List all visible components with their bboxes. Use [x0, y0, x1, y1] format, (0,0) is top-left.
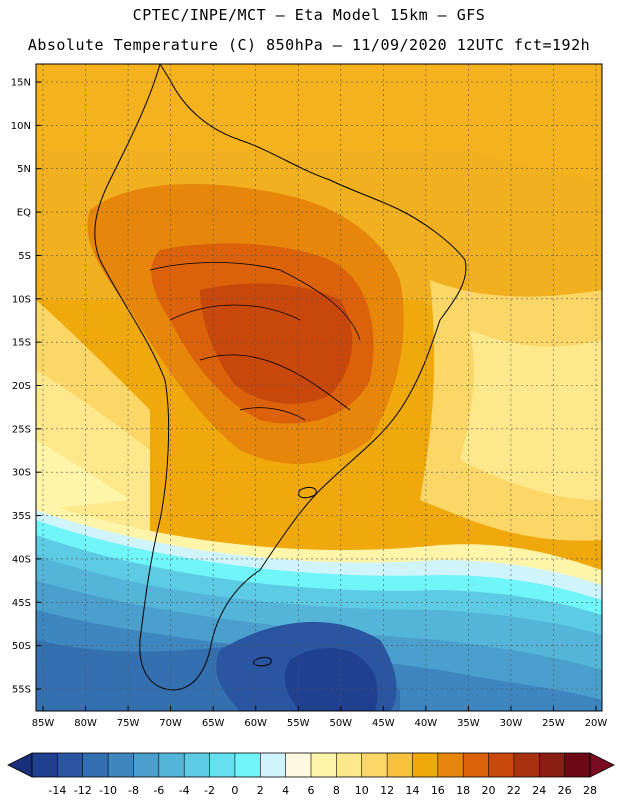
coastlines	[94, 64, 467, 691]
colorbar-swatch	[234, 753, 261, 777]
colorbar-swatch	[57, 753, 84, 777]
longitude-label: 85W	[32, 718, 55, 729]
longitude-label: 65W	[202, 718, 225, 729]
longitude-label: 50W	[329, 718, 352, 729]
colorbar-swatch	[260, 753, 286, 777]
latitude-label: 45S	[12, 598, 31, 609]
latitude-label: 15N	[11, 78, 31, 89]
colorbar-swatch	[412, 753, 439, 777]
colorbar-swatch	[361, 753, 388, 777]
longitude-label: 20W	[585, 718, 608, 729]
latitude-label: 50S	[12, 641, 31, 652]
graticule	[36, 64, 602, 711]
colorbar-swatch	[209, 753, 236, 777]
colorbar-swatch	[133, 753, 160, 777]
colorbar-tick-label: 8	[333, 784, 340, 797]
latitude-labels: 15N 10N 5N EQ 5S 10S 15S 20S 25S 30S 35S 40S 45S 50S 5…	[11, 78, 41, 696]
colorbar-swatch	[463, 753, 489, 777]
colorbar-labels: -14 -12 -10 -8 -6 -4 -2 0 2 4 6 8 10 12 14 16 18 20 22 24 26…	[48, 784, 597, 797]
latitude-label: 10S	[12, 294, 31, 305]
latitude-label: 55S	[12, 685, 31, 696]
latitude-label: 5N	[17, 164, 31, 175]
colorbar-tick-label: 20	[482, 784, 496, 797]
colorbar	[7, 752, 615, 778]
country-borders	[149, 262, 361, 421]
longitude-label: 60W	[244, 718, 267, 729]
latitude-label: 35S	[12, 511, 31, 522]
colorbar-tick-label: 2	[257, 784, 264, 797]
temperature-field	[36, 64, 602, 711]
colorbar-swatch	[488, 753, 515, 777]
longitude-label: 45W	[372, 718, 395, 729]
colorbar-swatch	[311, 753, 337, 777]
longitude-label: 40W	[415, 718, 438, 729]
latitude-label: 25S	[12, 424, 31, 435]
colorbar-swatch	[539, 753, 565, 777]
latitude-label: 20S	[12, 381, 31, 392]
longitude-label: 55W	[287, 718, 310, 729]
colorbar-swatch	[564, 753, 591, 777]
colorbar-tick-label: -2	[204, 784, 215, 797]
colorbar-tick-label: -12	[74, 784, 92, 797]
latitude-label: 30S	[12, 468, 31, 479]
colorbar-tick-label: 4	[282, 784, 289, 797]
longitude-label: 70W	[159, 718, 182, 729]
colorbar-tick-label: -14	[48, 784, 66, 797]
colorbar-swatch	[32, 753, 58, 777]
colorbar-swatch	[437, 753, 464, 777]
colorbar-tick-label: 24	[532, 784, 546, 797]
latitude-label: EQ	[17, 208, 31, 219]
colorbar-tick-label: 22	[507, 784, 521, 797]
longitude-label: 30W	[500, 718, 523, 729]
latitude-label: 15S	[12, 338, 31, 349]
colorbar-tick-label: 26	[558, 784, 572, 797]
colorbar-tick-label: 0	[231, 784, 238, 797]
longitude-label: 35W	[457, 718, 480, 729]
colorbar-swatch	[158, 753, 185, 777]
longitude-labels: 85W 80W 75W 70W 65W 60W 55W 50W 45W 40W 35W 30W 25W 2…	[32, 706, 608, 729]
colorbar-swatch	[387, 753, 413, 777]
map-title-line-1: CPTEC/INPE/MCT – Eta Model 15km – GFS	[132, 6, 486, 24]
colorbar-swatch	[285, 753, 312, 777]
colorbar-high-end	[589, 752, 615, 778]
colorbar-tick-label: -6	[153, 784, 164, 797]
colorbar-tick-label: -10	[99, 784, 117, 797]
longitude-label: 25W	[542, 718, 565, 729]
colorbar-swatch	[184, 753, 210, 777]
colorbar-swatch	[336, 753, 363, 777]
longitude-label: 80W	[74, 718, 97, 729]
colorbar-tick-label: -4	[179, 784, 190, 797]
colorbar-tick-label: 12	[380, 784, 394, 797]
colorbar-swatch	[108, 753, 134, 777]
latitude-label: 40S	[12, 554, 31, 565]
colorbar-low-end	[7, 752, 33, 778]
colorbar-swatch	[82, 753, 109, 777]
latitude-label: 10N	[11, 121, 31, 132]
colorbar-swatch	[513, 753, 540, 777]
latitude-label: 5S	[18, 251, 31, 262]
colorbar-tick-label: 6	[308, 784, 315, 797]
colorbar-tick-label: 14	[405, 784, 419, 797]
colorbar-tick-label: 10	[355, 784, 369, 797]
colorbar-tick-label: 18	[456, 784, 470, 797]
colorbar-tick-label: -8	[128, 784, 139, 797]
map-frame	[35, 63, 603, 712]
colorbar-tick-label: 28	[583, 784, 597, 797]
longitude-label: 75W	[117, 718, 140, 729]
colorbar-tick-label: 16	[431, 784, 445, 797]
map-title-line-2: Absolute Temperature (C) 850hPa – 11/09/…	[27, 36, 591, 54]
